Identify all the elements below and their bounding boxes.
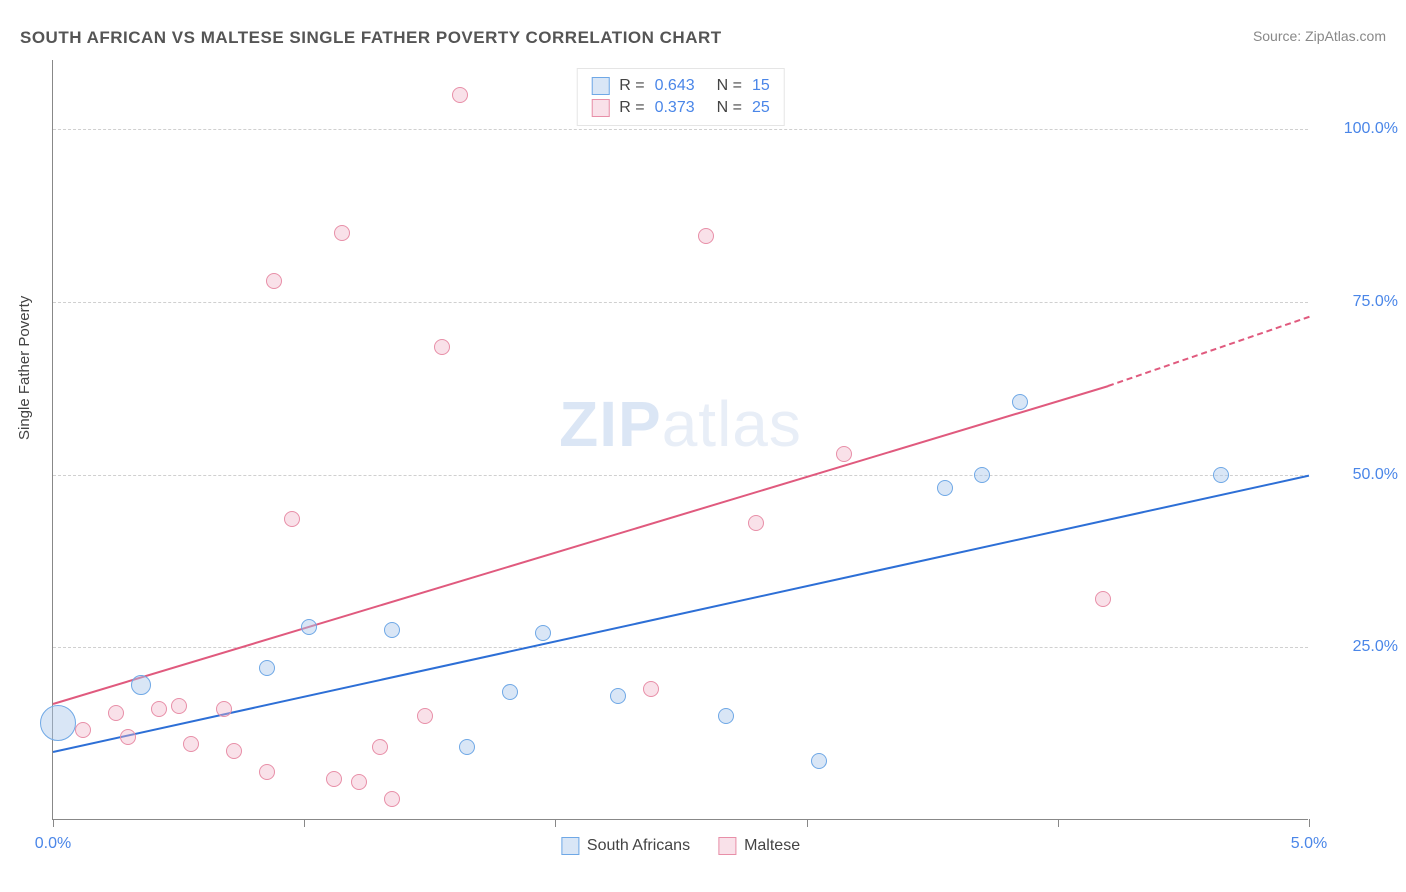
scatter-point-maltese [1095, 591, 1111, 607]
scatter-point-south-africans [384, 622, 400, 638]
source-attribution: Source: ZipAtlas.com [1253, 28, 1386, 44]
scatter-point-south-africans [937, 480, 953, 496]
stat-r-label: R = [619, 77, 644, 95]
scatter-point-maltese [75, 722, 91, 738]
swatch-south-africans [561, 837, 579, 855]
scatter-point-maltese [698, 228, 714, 244]
scatter-point-south-africans [1213, 467, 1229, 483]
correlation-stats-box: R = 0.643 N = 15 R = 0.373 N = 25 [576, 68, 785, 126]
scatter-point-maltese [384, 791, 400, 807]
scatter-point-south-africans [811, 753, 827, 769]
scatter-point-maltese [216, 701, 232, 717]
gridline [53, 302, 1308, 303]
scatter-point-maltese [748, 515, 764, 531]
trend-line [53, 475, 1309, 753]
scatter-point-south-africans [502, 684, 518, 700]
scatter-point-south-africans [974, 467, 990, 483]
scatter-point-south-africans [301, 619, 317, 635]
bottom-legend: South Africans Maltese [561, 837, 800, 855]
stat-n-label: N = [717, 99, 742, 117]
y-tick-label: 100.0% [1318, 120, 1398, 138]
y-axis-label: Single Father Poverty [16, 296, 33, 440]
trend-line [1108, 316, 1310, 387]
scatter-point-south-africans [131, 675, 151, 695]
swatch-south-africans [591, 77, 609, 95]
scatter-point-maltese [434, 339, 450, 355]
scatter-point-south-africans [259, 660, 275, 676]
scatter-point-maltese [334, 225, 350, 241]
chart-container: SOUTH AFRICAN VS MALTESE SINGLE FATHER P… [0, 0, 1406, 892]
x-tick [807, 819, 808, 827]
scatter-point-maltese [226, 743, 242, 759]
legend-label-mt: Maltese [744, 837, 800, 855]
scatter-point-maltese [452, 87, 468, 103]
stat-n-label: N = [717, 77, 742, 95]
scatter-point-maltese [183, 736, 199, 752]
stat-n-value-mt: 25 [752, 99, 770, 117]
scatter-point-maltese [643, 681, 659, 697]
stat-r-value-mt: 0.373 [655, 99, 695, 117]
swatch-maltese [718, 837, 736, 855]
legend-label-sa: South Africans [587, 837, 690, 855]
legend-item-maltese: Maltese [718, 837, 800, 855]
scatter-point-maltese [372, 739, 388, 755]
x-tick [1309, 819, 1310, 827]
gridline [53, 129, 1308, 130]
scatter-point-maltese [417, 708, 433, 724]
swatch-maltese [591, 99, 609, 117]
chart-title: SOUTH AFRICAN VS MALTESE SINGLE FATHER P… [20, 28, 722, 48]
scatter-point-south-africans [610, 688, 626, 704]
stat-n-value-sa: 15 [752, 77, 770, 95]
y-tick-label: 75.0% [1318, 293, 1398, 311]
x-tick-label: 0.0% [35, 835, 71, 853]
scatter-point-maltese [171, 698, 187, 714]
scatter-point-maltese [259, 764, 275, 780]
watermark-light: atlas [662, 388, 802, 460]
stats-row-maltese: R = 0.373 N = 25 [591, 97, 770, 119]
scatter-point-maltese [284, 511, 300, 527]
x-tick [304, 819, 305, 827]
plot-area: ZIPatlas R = 0.643 N = 15 R = 0.373 N = … [52, 60, 1308, 820]
stat-r-label: R = [619, 99, 644, 117]
watermark: ZIPatlas [559, 387, 802, 461]
y-tick-label: 25.0% [1318, 638, 1398, 656]
scatter-point-south-africans [535, 625, 551, 641]
scatter-point-maltese [326, 771, 342, 787]
trend-line [53, 385, 1109, 705]
scatter-point-maltese [151, 701, 167, 717]
scatter-point-south-africans [1012, 394, 1028, 410]
stat-r-value-sa: 0.643 [655, 77, 695, 95]
x-tick [1058, 819, 1059, 827]
legend-item-south-africans: South Africans [561, 837, 690, 855]
scatter-point-south-africans [40, 705, 76, 741]
stats-row-south-africans: R = 0.643 N = 15 [591, 75, 770, 97]
scatter-point-maltese [120, 729, 136, 745]
scatter-point-maltese [266, 273, 282, 289]
gridline [53, 475, 1308, 476]
x-tick-label: 5.0% [1291, 835, 1327, 853]
scatter-point-maltese [108, 705, 124, 721]
scatter-point-maltese [836, 446, 852, 462]
scatter-point-south-africans [718, 708, 734, 724]
scatter-point-maltese [351, 774, 367, 790]
scatter-point-south-africans [459, 739, 475, 755]
watermark-bold: ZIP [559, 388, 662, 460]
x-tick [53, 819, 54, 827]
y-tick-label: 50.0% [1318, 466, 1398, 484]
x-tick [555, 819, 556, 827]
